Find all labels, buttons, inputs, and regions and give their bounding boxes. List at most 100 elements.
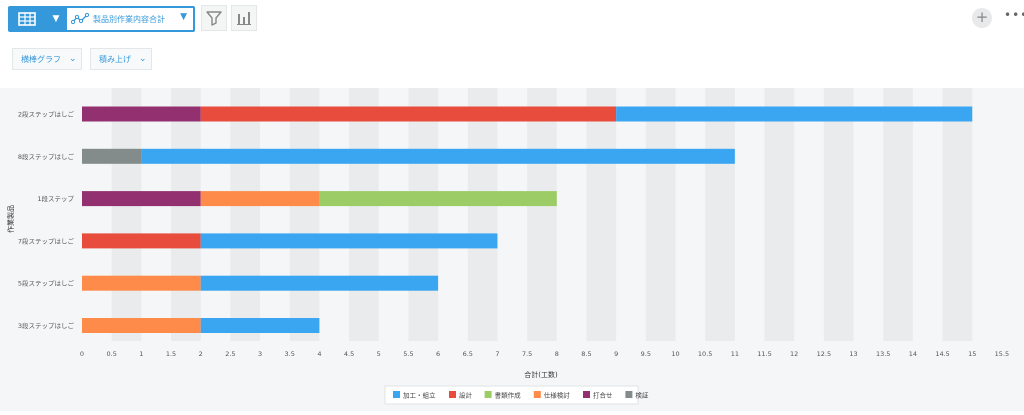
grid-band [645,88,676,341]
chart-type-dropdown[interactable]: 横棒グラフ ⌄ [12,48,82,70]
x-tick-label: 8 [555,350,559,358]
bar-segment[interactable] [82,148,142,164]
x-tick-label: 1 [139,350,143,358]
grid-band [764,88,795,341]
view-select[interactable]: 製品別作業内容合計 ▼ [67,8,193,30]
x-tick-label: 5.5 [403,350,413,358]
category-label: 8段ステップはしご [18,152,75,161]
x-tick-label: 5 [377,350,381,358]
grid-band [349,88,379,341]
category-label: 7段ステップはしご [18,236,75,245]
chevron-down-icon: ▼ [180,12,187,22]
grid-band [883,88,913,341]
x-tick-label: 4 [317,350,321,358]
grid-band [705,88,735,341]
x-tick-label: 14.5 [935,350,949,358]
bar-segment[interactable] [82,191,201,207]
x-tick-label: 15 [968,350,976,358]
stack-mode-label: 積み上げ [99,54,131,64]
table-view-button[interactable] [8,6,46,32]
x-tick-label: 2 [199,350,203,358]
filter-button[interactable] [201,5,227,31]
table-icon [18,12,36,26]
grid-band [467,88,498,341]
stack-mode-dropdown[interactable]: 積み上げ ⌄ [90,48,152,70]
bar-segment[interactable] [82,318,201,333]
legend-swatch [625,391,633,398]
chart-bars [82,106,973,333]
bar-segment[interactable] [82,275,201,291]
chart-area: 2段ステップはしご 8段ステップはしご 1段ステップ 7段ステップはしご 5段ステップは… [0,88,1024,411]
chevron-down-icon: ⌄ [69,54,77,64]
chart-legend: 加工・組立 設計 書類作成 仕様検討 打合せ 検証 [384,385,649,405]
grid-band [171,88,201,341]
category-label: 1段ステップ [37,194,74,203]
y-axis-label: 作業製品 [6,205,15,233]
chart-grid-bands [111,88,973,341]
view-select-label: 製品別作業内容合計 [93,14,165,24]
bar-segment[interactable] [200,275,439,291]
grid-band [942,88,973,341]
x-tick-label: 11 [731,350,739,358]
grid-band [823,88,854,341]
x-tick-label: 7.5 [522,350,532,358]
bar-segment[interactable] [200,106,617,122]
stacked-bar-chart: 2段ステップはしご 8段ステップはしご 1段ステップ 7段ステップはしご 5段ステップは… [6,88,1009,405]
bar-chart-icon [237,12,251,25]
x-tick-label: 7 [495,350,499,358]
x-tick-label: 12.5 [817,350,831,358]
bar-segment[interactable] [200,318,320,333]
graph-settings-button[interactable] [231,5,257,31]
plus-icon[interactable]: + [972,8,992,28]
legend-label[interactable]: 書類作成 [495,391,521,400]
chevron-down-icon[interactable]: ▼ [52,14,60,24]
legend-swatch [449,391,456,398]
legend-label[interactable]: 検証 [635,391,649,400]
grid-band [289,88,320,341]
x-tick-label: 0 [80,350,84,358]
line-graph-icon [71,13,89,25]
x-tick-label: 15.5 [995,350,1009,358]
x-tick-label: 9 [614,350,618,358]
x-tick-label: 3 [258,350,262,358]
chart-type-label: 横棒グラフ [21,54,61,64]
x-tick-label: 10.5 [698,350,712,358]
grid-band [527,88,557,341]
grid-band [111,88,142,341]
x-tick-label: 4.5 [344,350,354,358]
legend-label[interactable]: 打合せ [593,391,613,400]
category-label: 5段ステップはしご [18,279,75,288]
grid-band [408,88,439,341]
category-label: 3段ステップはしご [18,321,75,330]
x-tick-label: 14 [909,350,917,358]
x-tick-label: 13.5 [876,350,890,358]
x-tick-label: 3.5 [285,350,295,358]
legend-label[interactable]: 加工・組立 [403,391,436,400]
filter-icon [206,11,222,26]
legend-swatch [484,391,492,398]
x-tick-label: 6.5 [463,350,473,358]
grid-band [586,88,617,341]
category-label: 2段ステップはしご [18,110,75,119]
bar-segment[interactable] [200,191,320,207]
chevron-down-icon: ⌄ [139,54,147,64]
bar-segment[interactable] [200,233,498,249]
bar-segment[interactable] [82,233,201,249]
toolbar: ▼ 製品別作業内容合計 ▼ + ••• [0,0,1024,40]
bar-segment[interactable] [319,191,557,207]
x-tick-label: 13 [849,350,857,358]
x-tick-label: 9.5 [641,350,651,358]
chart-x-ticks: 0 0.5 1 1.5 2 2.5 3 3.5 4 4.5 5 5.5 6 6.5 7 7.5 8 8.5 9 9.5… [80,350,1009,358]
chart-category-labels: 2段ステップはしご 8段ステップはしご 1段ステップ 7段ステップはしご 5段ステップは… [18,110,75,331]
legend-label[interactable]: 仕様検討 [544,391,571,400]
more-icon[interactable]: ••• [1004,8,1024,22]
bar-segment[interactable] [141,148,735,164]
x-tick-label: 12 [790,350,798,358]
bar-segment[interactable] [82,106,201,122]
legend-swatch [583,391,590,398]
legend-swatch [393,391,400,398]
legend-label[interactable]: 設計 [459,391,473,400]
bar-segment[interactable] [616,106,973,122]
x-tick-label: 8.5 [581,350,591,358]
x-tick-label: 0.5 [107,350,117,358]
